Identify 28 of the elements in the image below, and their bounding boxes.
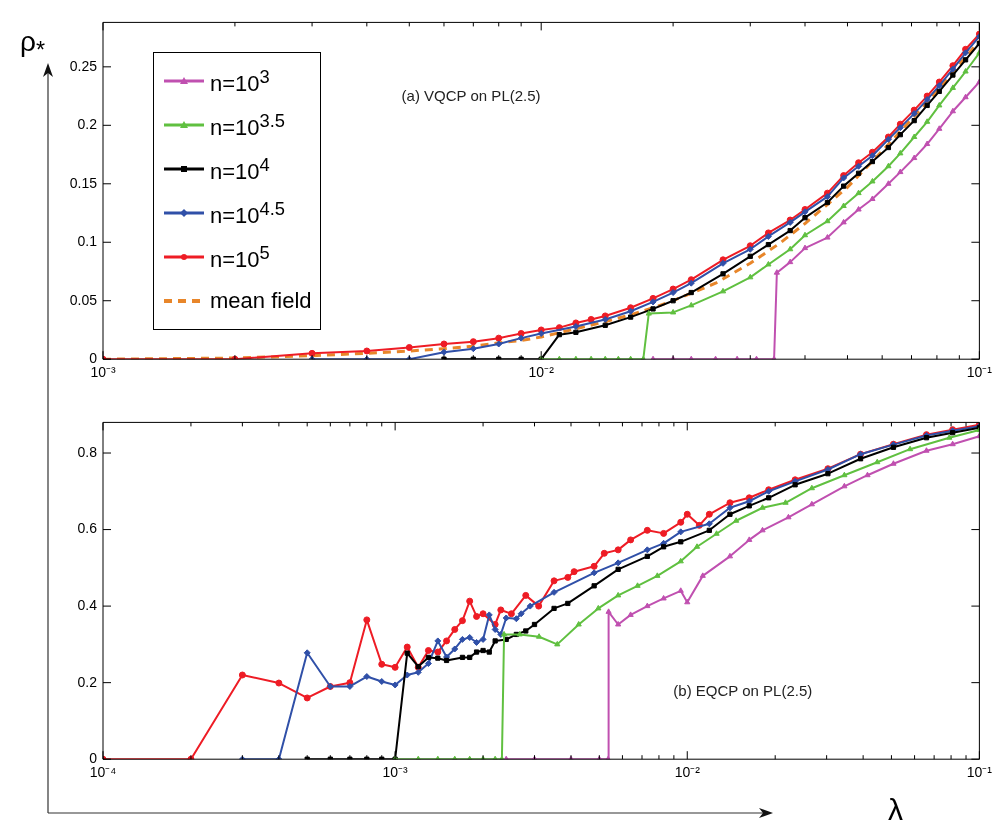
legend-label: n=10$^{4.5}$ [210,197,286,229]
x-tick-label: 10⁻³ [90,364,116,381]
x-axis-title: λ [888,793,903,827]
y-tick-label: 0.25 [69,57,98,74]
y-tick-label: 0.8 [77,443,98,460]
legend-label: n=10$^{4}$ [210,153,270,185]
y-tick-label: 0.2 [77,116,98,133]
y-tick-label: 0 [89,350,98,367]
legend-label: n=10$^{3}$ [210,65,270,97]
annotation: (b) EQCP on PL(2.5) [673,681,813,699]
x-tick-label: 10⁻¹ [966,364,993,381]
annotation: (a) VQCP on PL(2.5) [401,86,541,104]
x-tick-label: 10⁻² [674,764,701,781]
legend-label: mean field [210,288,312,314]
y-tick-label: 0.05 [69,291,98,308]
y-tick-label: 0.2 [77,673,98,690]
y-tick-label: 0.1 [77,233,98,250]
x-tick-label: 10⁻³ [382,764,409,781]
y-tick-label: 0.4 [77,596,98,613]
x-tick-label: 10⁻² [528,364,555,381]
x-tick-label: 10⁻⁴ [89,764,117,781]
y-tick-label: 0.15 [69,174,98,191]
x-tick-label: 10⁻¹ [966,764,993,781]
legend-label: n=10$^{3.5}$ [210,109,286,141]
y-tick-label: 0.6 [77,520,98,537]
y-axis-title: ρ$_{*}$ [20,26,46,64]
y-tick-label: 0 [89,750,98,767]
legend-label: n=10$^{5}$ [210,241,270,273]
